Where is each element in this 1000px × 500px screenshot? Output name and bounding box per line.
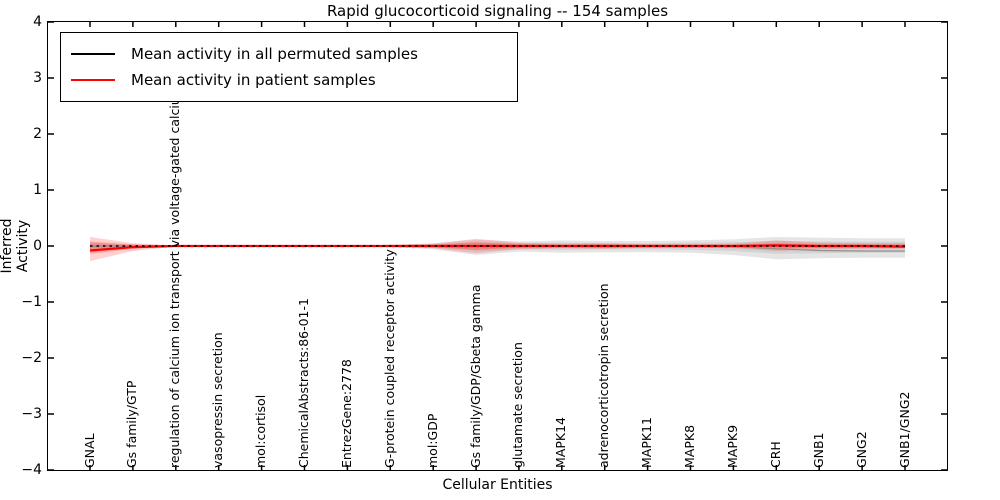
x-axis-label: Cellular Entities [442,477,553,493]
x-tick-label: adrenocorticotropin secretion [596,283,612,468]
x-tick-label: MAPK8 [682,424,698,468]
legend-entry-patient: Mean activity in patient samples [71,67,517,93]
y-tick-label: −1 [21,294,42,310]
legend-line-black-icon [71,53,115,55]
x-tick-label: EntrezGene:2778 [338,359,354,468]
y-tick-label: −4 [21,462,42,478]
x-tick-label: mol:cortisol [253,394,269,468]
x-tick-label: MAPK14 [553,417,569,468]
legend-entry-permuted: Mean activity in all permuted samples [71,41,517,67]
permuted-band-outer [89,236,905,259]
y-tick-label: 4 [33,14,42,30]
x-tick-label: GNAL [81,433,97,468]
permuted-band-inner [89,240,905,254]
x-tick-label: MAPK11 [639,417,655,468]
legend-box: Mean activity in all permuted samples Me… [60,32,518,102]
patient-band-outer [89,236,905,261]
x-tick-label: G-protein coupled receptor activity [381,249,397,468]
x-tick-label: mol:GDP [424,413,440,468]
chart-svg [47,21,947,470]
x-tick-label: GNB1/GNG2 [896,391,912,468]
y-tick-label: −2 [21,350,42,366]
x-tick-label: ChemicalAbstracts:86-01-1 [295,298,311,468]
y-tick-label: −3 [21,406,42,422]
patient-band-inner [89,241,905,254]
legend-label-permuted: Mean activity in all permuted samples [131,45,418,63]
y-tick-label: 3 [33,70,42,86]
y-tick-label: 1 [33,182,42,198]
x-tick-label: GNB1 [810,432,826,468]
chart-title: Rapid glucocorticoid signaling -- 154 sa… [326,2,669,20]
y-tick-label: 2 [33,126,42,142]
series-Mean activity in patient samples [89,243,905,252]
legend-label-patient: Mean activity in patient samples [131,71,376,89]
x-tick-label: Gs family/GTP [124,380,140,468]
y-tick-label: 0 [33,238,42,254]
x-tick-label: GNG2 [853,431,869,468]
x-tick-label: CRH [767,441,783,468]
x-tick-label: glutamate secretion [510,342,526,468]
x-tick-label: MAPK9 [724,424,740,468]
x-tick-label: vasopressin secretion [210,332,226,468]
legend-line-red-icon [71,79,115,81]
x-tick-label: Gs family/GDP/Gbeta gamma [467,284,483,468]
plot-area [46,20,948,471]
